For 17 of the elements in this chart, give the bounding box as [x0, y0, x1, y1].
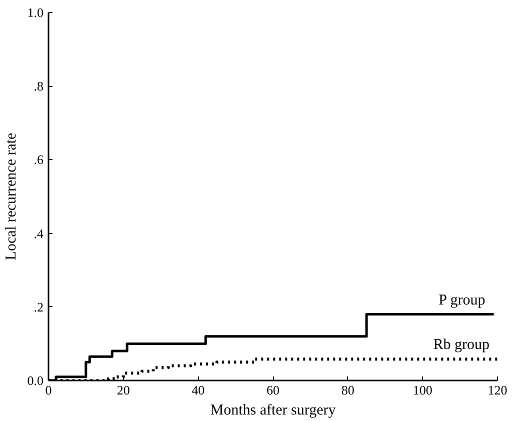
y-axis-title: Local recurrence rate	[3, 132, 20, 260]
x-tick-label: 60	[266, 382, 280, 398]
y-tick-label: .2	[34, 299, 44, 314]
x-axis-title: Months after surgery	[210, 402, 336, 418]
x-tick-label: 40	[192, 382, 205, 398]
x-tick-label: 120	[488, 382, 508, 398]
series-label: Rb group	[433, 337, 490, 354]
series-label: P group	[438, 292, 486, 308]
x-tick-label: 0	[45, 382, 52, 398]
y-tick-label: 1.0	[27, 5, 44, 20]
x-tick-label: 100	[412, 382, 432, 398]
x-tick-label: 20	[116, 382, 130, 398]
y-tick-label: .6	[34, 152, 44, 168]
x-tick-label: 80	[341, 382, 354, 398]
y-tick-label: 0.0	[27, 373, 44, 388]
y-tick-label: .4	[34, 226, 44, 241]
y-tick-label: .8	[34, 78, 44, 94]
